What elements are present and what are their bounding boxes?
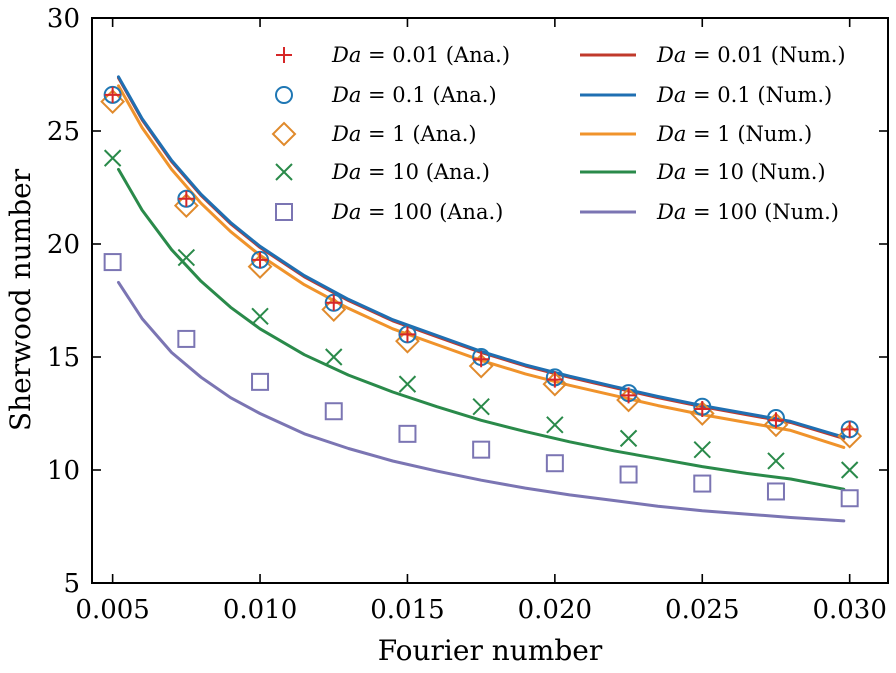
legend-label: Da = 100 (Ana.) [331,200,503,224]
legend-label: Da = 0.1 (Ana.) [331,83,497,107]
marker-plus-3 [325,294,342,311]
legend-label: Da = 0.1 (Num.) [656,83,832,107]
marker-cross-5 [472,398,490,416]
marker-cross-7 [619,429,638,448]
x-axis-label: Fourier number [378,634,603,667]
marker-plus-2 [252,251,269,268]
marker-plus-7 [620,387,637,404]
legend-label: Da = 1 (Ana.) [331,122,477,146]
y-tick-label: 5 [63,569,80,599]
axes: 0.005 0.010 0.015 0.020 0.025 0.030 5 10 15 20 25 3… [47,4,889,625]
marker-plus-0 [104,86,121,103]
x-tick-label: 0.025 [665,595,739,625]
y-tick-label: 30 [47,4,80,34]
x-tick-label: 0.015 [370,595,444,625]
y-tick-label: 15 [47,343,80,373]
marker-plus-10 [841,421,858,438]
legend-label: Da = 0.01 (Ana.) [331,43,510,67]
marker-square-3 [324,402,343,421]
marker-square-2 [251,372,270,391]
marker-cross-8 [693,440,711,459]
marker-square-1 [177,329,196,348]
curve-3 [117,167,846,491]
y-tick-label: 10 [47,456,80,486]
marker-cross-10 [840,461,859,479]
marker-plus-4 [399,326,416,343]
y-axis-label: Sherwood number [4,168,37,431]
marker-square-0 [103,253,122,272]
legend-marker-diamond [271,121,297,147]
marker-plus-8 [694,400,711,417]
marker-plus-6 [546,371,563,388]
marker-diamond-5 [468,353,494,379]
marker-plus-9 [767,412,784,429]
y-tick-label: 25 [47,117,80,147]
x-tick-label: 0.020 [518,595,592,625]
legend-label: Da = 1 (Num.) [656,122,812,146]
marker-square-10 [840,489,859,508]
legend-marker-square [275,203,293,221]
legend-label: Da = 10 (Num.) [656,160,826,184]
marker-square-6 [545,454,564,473]
legend-label: Da = 0.01 (Num.) [656,43,846,67]
marker-square-8 [693,474,712,493]
legend-label: Da = 100 (Num.) [656,200,839,224]
x-tick-label: 0.010 [223,595,297,625]
y-tick-label: 20 [47,230,80,260]
marker-square-5 [472,440,491,459]
x-tick-label: 0.005 [75,595,149,625]
marker-cross-6 [546,416,564,434]
marker-square-7 [619,465,638,484]
legend-marker-plus [276,47,292,63]
legend-label: Da = 10 (Ana.) [331,160,490,184]
marker-cross-3 [325,348,343,366]
plot-frame [91,17,889,584]
marker-cross-2 [251,307,269,326]
marker-square-4 [398,424,417,443]
marker-plus-1 [178,190,195,207]
marker-cross-4 [398,375,417,393]
curve-4 [117,280,846,523]
legend: Da = 0.01 (Ana.) Da = 0.1 (Ana.) Da = 1 (A… [271,43,846,224]
marker-cross-1 [177,248,196,267]
legend-marker-circle [275,86,293,104]
marker-square-9 [766,482,785,501]
legend-marker-cross [275,163,293,181]
analytical-markers [100,85,863,508]
marker-cross-0 [103,149,122,167]
x-tick-label: 0.030 [812,595,886,625]
marker-cross-9 [767,452,785,470]
marker-plus-5 [473,351,490,368]
